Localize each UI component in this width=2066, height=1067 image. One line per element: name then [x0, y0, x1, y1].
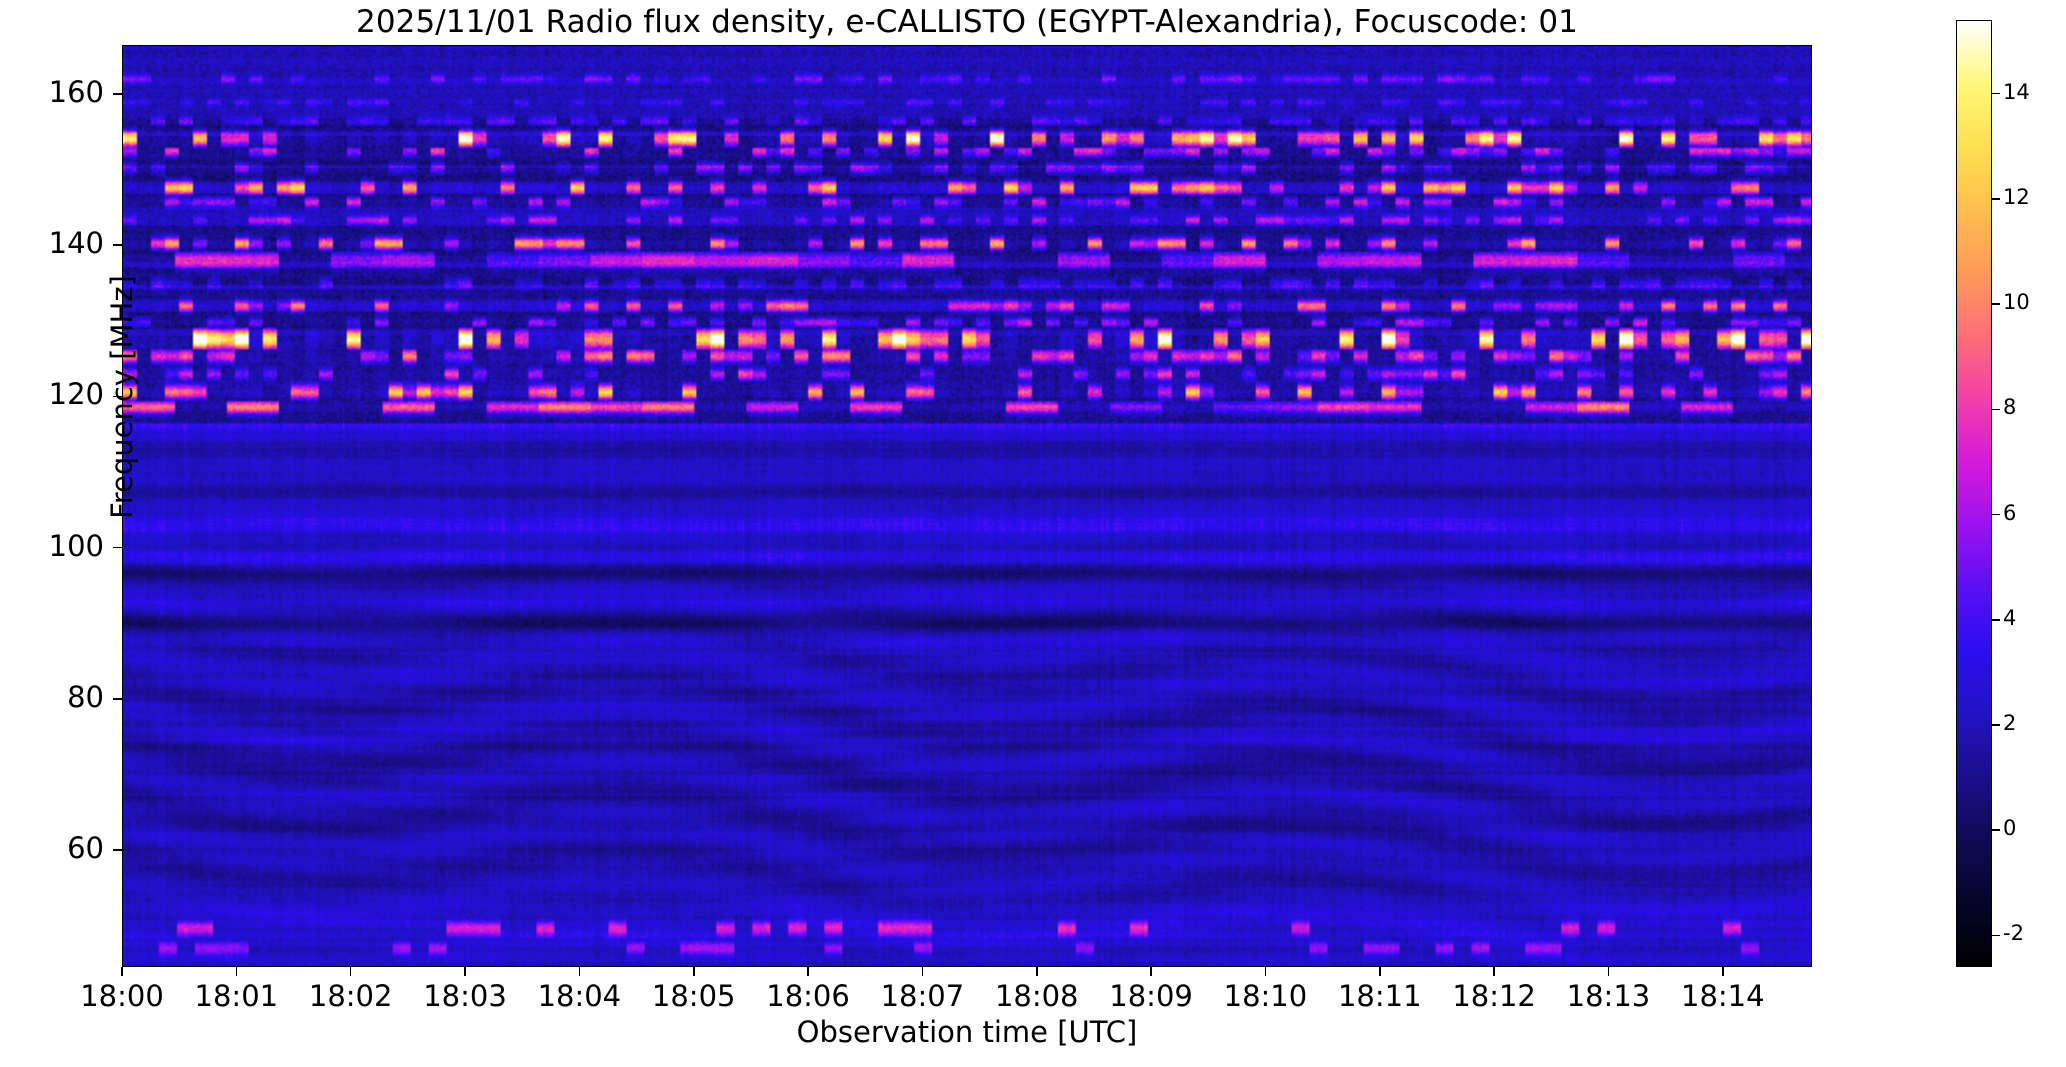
colorbar-tick-label: 2: [2003, 710, 2017, 735]
y-tick-label: 120: [48, 377, 104, 412]
spectrogram-canvas[interactable]: [123, 46, 1811, 966]
colorbar-tick-mark: [1992, 724, 2000, 726]
x-tick-label: 18:12: [1452, 979, 1536, 1013]
x-tick-mark: [921, 967, 924, 976]
colorbar-tick-mark: [1992, 92, 2000, 95]
y-tick-mark: [113, 93, 122, 95]
x-tick-label: 18:00: [80, 979, 164, 1013]
x-tick-mark: [1607, 967, 1610, 976]
x-axis-label: Observation time [UTC]: [796, 1015, 1138, 1049]
x-tick-label: 18:02: [308, 979, 393, 1013]
x-tick-label: 18:14: [1681, 979, 1765, 1013]
x-tick-label: 18:08: [994, 979, 1079, 1013]
colorbar-tick-label: 4: [2003, 605, 2017, 630]
x-tick-mark: [1722, 967, 1724, 976]
colorbar-tick-label: 10: [2003, 290, 2030, 315]
colorbar-tick-label: -2: [2003, 921, 2024, 946]
x-tick-label: 18:05: [651, 979, 736, 1013]
x-tick-label: 18:04: [537, 979, 622, 1013]
x-tick-label: 18:13: [1566, 979, 1651, 1013]
colorbar-tick-mark: [1992, 303, 2000, 305]
x-tick-label: 18:07: [880, 979, 965, 1013]
spectrogram-plot-area[interactable]: [122, 45, 1812, 967]
x-tick-label: 18:01: [194, 979, 279, 1013]
colorbar-tick-mark: [1992, 618, 2000, 621]
x-tick-mark: [1378, 967, 1381, 976]
colorbar-tick-mark: [1992, 829, 2000, 831]
colorbar-tick-label: 8: [2003, 395, 2017, 420]
x-tick-mark: [464, 967, 466, 976]
y-tick-mark: [113, 546, 122, 549]
colorbar[interactable]: [1956, 20, 1992, 967]
x-tick-label: 18:11: [1337, 979, 1422, 1013]
y-tick-label: 140: [48, 226, 104, 261]
x-tick-mark: [1035, 967, 1038, 976]
figure-title: 2025/11/01 Radio flux density, e-CALLIST…: [356, 4, 1578, 40]
x-tick-mark: [235, 967, 238, 976]
y-tick-mark: [113, 395, 122, 398]
y-tick-label: 160: [48, 75, 104, 110]
y-tick-label: 80: [67, 679, 104, 714]
y-axis-label: Frequency [MHz]: [105, 275, 139, 519]
colorbar-tick-label: 6: [2003, 500, 2017, 525]
y-tick-mark: [113, 244, 122, 247]
x-tick-label: 18:09: [1109, 979, 1193, 1013]
x-tick-mark: [692, 967, 695, 976]
colorbar-tick-label: 0: [2003, 816, 2017, 841]
y-tick-mark: [113, 697, 122, 700]
colorbar-tick-mark: [1992, 513, 2000, 516]
y-tick-mark: [113, 849, 122, 851]
x-tick-mark: [807, 967, 809, 976]
x-tick-label: 18:06: [766, 979, 850, 1013]
x-tick-label: 18:03: [423, 979, 507, 1013]
x-tick-mark: [578, 967, 581, 976]
x-tick-mark: [1264, 967, 1267, 976]
colorbar-tick-label: 14: [2003, 79, 2030, 104]
x-tick-mark: [121, 967, 123, 976]
x-tick-mark: [349, 967, 352, 976]
colorbar-tick-mark: [1992, 198, 2000, 200]
x-tick-label: 18:10: [1223, 979, 1308, 1013]
y-tick-label: 100: [48, 528, 104, 563]
colorbar-gradient: [1957, 21, 1991, 966]
y-tick-label: 60: [67, 830, 104, 865]
colorbar-tick-mark: [1992, 408, 2000, 411]
x-tick-mark: [1493, 967, 1495, 976]
x-tick-mark: [1150, 967, 1152, 976]
colorbar-tick-label: 12: [2003, 184, 2030, 209]
colorbar-tick-mark: [1992, 934, 2000, 937]
